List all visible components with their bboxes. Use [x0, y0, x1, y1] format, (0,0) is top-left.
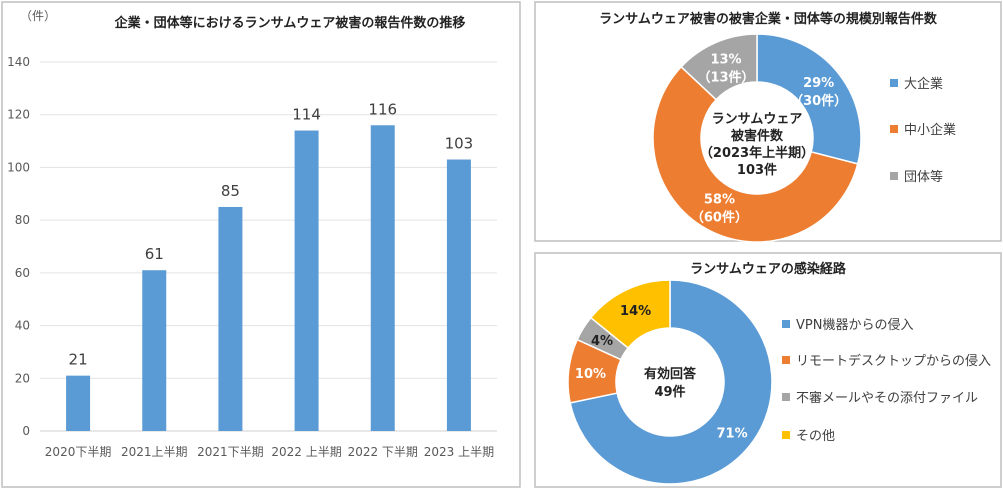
legend-swatch	[782, 393, 790, 401]
slice-percent-label: 10%	[575, 367, 606, 382]
donut-slice	[652, 65, 859, 243]
bar-chart-panel: （件） 企業・団体等におけるランサムウェア被害の報告件数の推移 0 20 40 60 8…	[1, 1, 521, 488]
legend-label: 大企業	[904, 76, 943, 92]
donut-center-text: （2023年上半期）	[700, 145, 814, 161]
route-donut-title: ランサムウェアの感染経路	[690, 261, 847, 277]
legend-swatch	[890, 172, 898, 180]
bar	[370, 125, 395, 431]
bar	[446, 159, 471, 431]
bar-value-label: 103	[445, 135, 474, 153]
slice-percent-label: 4%	[591, 334, 613, 349]
bar	[66, 375, 91, 431]
x-tick-label: 2023 上半期	[424, 445, 494, 459]
y-tick-label: 60	[15, 266, 30, 280]
route-donut-panel: ランサムウェアの感染経路 71% VPN機器からの侵入 10% リモートデスクトップか…	[534, 252, 1002, 488]
y-tick-label: 100	[7, 160, 30, 174]
legend-label: 中小企業	[904, 122, 956, 138]
bar	[142, 270, 167, 431]
slice-percent-label: 71%	[717, 426, 748, 441]
donut-slice	[589, 279, 671, 350]
slice-percent-label: 13%	[710, 52, 741, 67]
slice-percent-label: 14%	[620, 304, 651, 319]
donut-center-text: 有効回答	[644, 366, 697, 382]
x-tick-label: 2022 下半期	[348, 445, 418, 459]
y-tick-label: 20	[15, 371, 30, 385]
y-tick-label: 40	[15, 319, 30, 333]
legend-label: 団体等	[904, 169, 943, 185]
legend-label: リモートデスクトップからの侵入	[796, 353, 991, 369]
y-tick-label: 0	[22, 424, 30, 438]
y-tick-label: 120	[7, 108, 30, 122]
x-tick-label: 2022 上半期	[271, 445, 341, 459]
legend-swatch	[782, 356, 790, 364]
bar	[294, 130, 319, 431]
donut-center-text: 103件	[737, 162, 777, 178]
x-tick-label: 2020下半期	[45, 445, 112, 459]
slice-percent-label: 29%	[803, 76, 834, 91]
slice-count-label: （13件）	[697, 69, 754, 85]
bar-value-label: 85	[221, 182, 240, 200]
slice-count-label: （30件）	[790, 93, 847, 109]
donut-slice	[756, 33, 862, 165]
x-tick-label: 2021上半期	[121, 445, 188, 459]
bar-value-label: 21	[69, 351, 88, 369]
bar-value-label: 116	[368, 100, 397, 118]
bar-value-label: 114	[292, 106, 321, 124]
legend-swatch	[890, 125, 898, 133]
bar-chart-title: 企業・団体等におけるランサムウェア被害の報告件数の推移	[114, 15, 466, 31]
donut-slice	[680, 33, 758, 101]
y-tick-label: 80	[15, 213, 30, 227]
legend-label: VPN機器からの侵入	[796, 317, 913, 333]
y-tick-label: 140	[7, 55, 30, 69]
bar	[218, 206, 243, 431]
x-tick-label: 2021下半期	[197, 445, 264, 459]
bar-value-label: 61	[145, 245, 164, 263]
legend-label: その他	[796, 429, 835, 444]
donut-center-text: ランサムウェア	[712, 112, 803, 127]
donut-slice	[569, 279, 773, 485]
legend-swatch	[782, 320, 790, 328]
slice-count-label: （60件）	[691, 209, 748, 225]
slice-percent-label: 58%	[704, 192, 735, 207]
legend-label: 不審メールやその添付ファイル	[796, 391, 978, 406]
donut-center-text: 被害件数	[730, 128, 784, 144]
donut-center-text: 49件	[654, 384, 685, 400]
size-donut-panel: ランサムウェア被害の被害企業・団体等の規模別報告件数 29% （30件） 大企業 58…	[534, 1, 1002, 243]
y-axis-unit: （件）	[20, 9, 56, 23]
size-donut-title: ランサムウェア被害の被害企業・団体等の規模別報告件数	[599, 11, 938, 27]
legend-swatch	[890, 79, 898, 87]
legend-swatch	[782, 431, 790, 439]
